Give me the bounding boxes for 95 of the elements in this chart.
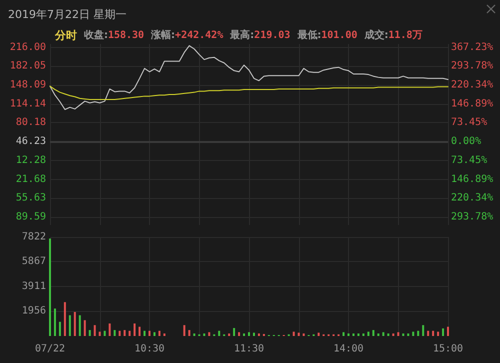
bar [114,330,116,336]
y2-tick-label: 73.45% [451,117,488,128]
bar [298,332,300,336]
y-tick-label: 12.28 [16,154,46,166]
y-tick-label: 46.23 [16,136,46,148]
bar [372,330,374,336]
bar [318,332,320,336]
y-tick-label: 114.14 [10,98,46,110]
y-tick-label: 148.09 [10,80,46,91]
bar [78,315,81,336]
bar [163,333,166,336]
bar [422,325,424,336]
bar [342,332,345,336]
bar [382,332,384,336]
bar [238,332,240,336]
bar [302,333,305,336]
bar [144,330,146,336]
bar [98,332,101,336]
x-tick-label: 15:00 [432,344,464,354]
bar [377,333,380,336]
bar [153,332,156,336]
bar [367,332,370,336]
bar [158,330,160,336]
bar [442,328,444,336]
y-tick-label: 5867 [22,256,46,268]
bar [233,328,236,336]
x-tick-label: 10:30 [134,344,165,354]
x-tick-label: 11:30 [234,344,264,354]
bar [248,332,250,336]
bar [243,333,246,336]
bar [357,333,360,336]
bar [258,333,260,336]
bar [432,330,434,336]
bar [412,332,414,336]
bar [64,302,66,336]
bar [208,332,210,336]
bar [183,325,186,336]
bar [397,332,400,336]
bar [84,320,86,336]
y2-tick-label: 146.89% [451,174,494,185]
bar [362,333,364,336]
bar [292,332,295,336]
y-tick-label: 21.68 [16,174,46,185]
bar [193,333,196,336]
y-tick-label: 80.18 [16,117,46,128]
bar [74,312,76,336]
bar [138,326,141,336]
bar [437,332,440,336]
y-tick-label: 1956 [22,306,46,317]
chart-title: 2019年7月22日 星期一 [8,8,126,21]
bar [392,333,394,336]
y-tick-label: 216.00 [10,42,46,53]
bar [203,333,206,336]
bar [88,330,91,336]
bar [104,330,106,336]
y2-tick-label: 367.23% [451,42,494,53]
bar [124,330,126,336]
line-series [50,45,448,110]
y2-tick-label: 220.34% [451,80,494,91]
bar [352,333,354,336]
bar [407,333,410,336]
y-tick-label: 55.63 [16,192,46,204]
bar [218,330,220,336]
text: 分时 收盘:158.30 涨幅:+242.42% 最高:219.03 最低:101.00 成交:11.8万 [55,29,422,42]
bar [188,330,190,336]
bar [54,308,56,336]
bar [402,333,404,336]
y2-tick-label: 73.45% [451,154,488,166]
y2-tick-label: 293.78% [451,211,494,222]
y-tick-label: 3911 [22,281,46,292]
bar [94,325,96,336]
bar [58,322,61,336]
y2-tick-label: 293.78% [451,60,494,72]
y-tick-label: 7822 [22,232,46,242]
y2-tick-label: 0.00% [451,136,482,148]
x-tick-label: 07/22 [34,344,66,354]
y2-tick-label: 146.89% [451,98,494,110]
bar [387,333,390,336]
bar [417,330,420,336]
bar [118,330,121,336]
bar [427,330,430,336]
bar [228,333,230,336]
y2-tick-label: 220.34% [451,192,494,204]
bar [68,315,71,336]
y-tick-label: 89.59 [16,212,46,222]
bar [252,332,255,336]
bar [447,326,449,336]
bar [128,330,131,336]
bar [148,330,150,336]
x-tick-label: 14:00 [333,344,364,354]
bar [134,323,136,336]
y-tick-label: 182.05 [10,60,46,72]
line-series [50,86,448,100]
bar [348,333,350,336]
bar [108,323,111,336]
